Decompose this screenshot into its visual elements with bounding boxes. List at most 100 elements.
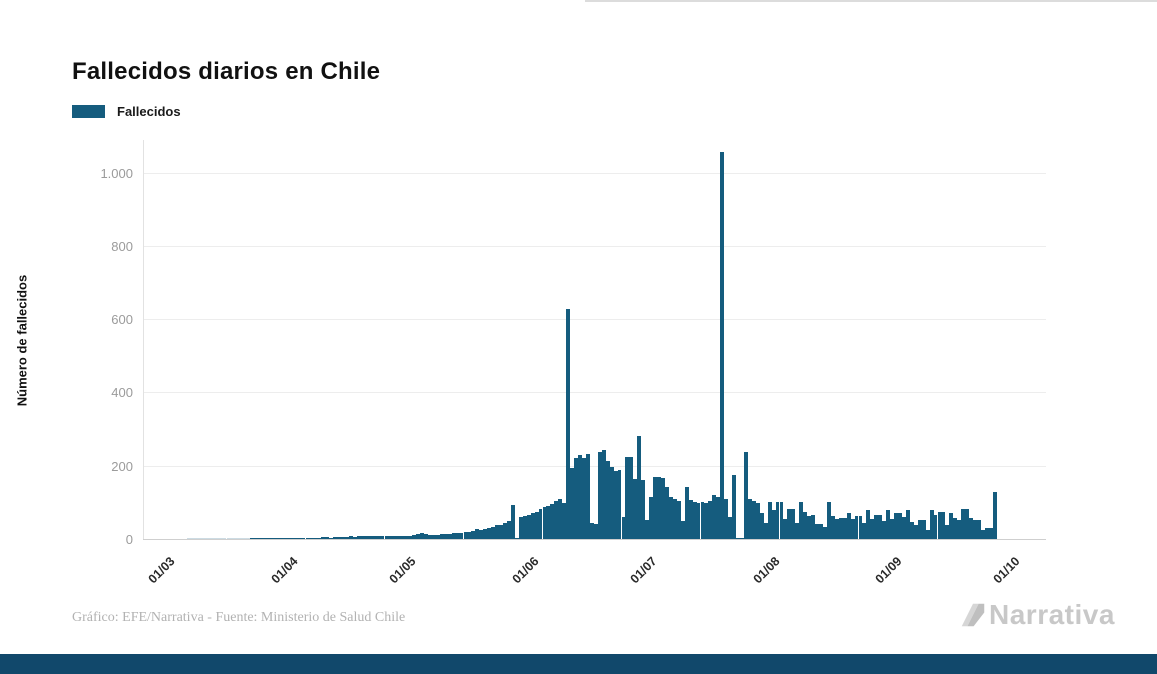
bar[interactable] [822,526,827,539]
bar[interactable] [266,538,270,539]
bar[interactable] [720,151,725,539]
bar[interactable] [680,521,685,539]
bar[interactable] [376,536,381,539]
bar[interactable] [392,536,397,539]
bar[interactable] [941,511,946,539]
bar[interactable] [937,511,942,539]
bar[interactable] [842,517,847,539]
bar[interactable] [657,477,661,539]
bar[interactable] [546,505,551,539]
bar[interactable] [345,536,349,539]
bar[interactable] [684,486,689,539]
bar[interactable] [242,538,247,539]
bar[interactable] [416,533,421,539]
bar[interactable] [479,529,484,539]
bar[interactable] [965,508,970,539]
bar[interactable] [949,513,954,539]
bar[interactable] [570,467,575,539]
bar[interactable] [929,510,934,539]
bar[interactable] [736,538,740,539]
bar[interactable] [898,513,902,539]
bar[interactable] [554,501,559,539]
bar[interactable] [605,460,610,539]
bar[interactable] [641,479,646,539]
bar[interactable] [961,508,966,539]
bar[interactable] [281,538,286,539]
bar[interactable] [988,528,993,539]
bar[interactable] [380,536,385,539]
bar[interactable] [384,536,389,539]
bar[interactable] [277,538,282,539]
bar[interactable] [285,538,290,539]
bar[interactable] [333,537,338,539]
bar[interactable] [728,517,733,539]
bar[interactable] [301,537,306,539]
bar[interactable] [613,471,618,539]
bar[interactable] [408,535,413,539]
bar[interactable] [704,503,709,539]
bar[interactable] [743,452,748,539]
bar[interactable] [404,535,409,539]
bar[interactable] [977,519,981,539]
bar[interactable] [483,528,488,539]
bar[interactable] [775,502,780,539]
bar[interactable] [850,518,855,539]
bar[interactable] [364,536,369,539]
bar[interactable] [202,538,207,539]
bar[interactable] [633,478,638,539]
bar[interactable] [526,514,531,539]
bar[interactable] [262,538,266,539]
bar[interactable] [878,514,883,539]
bar[interactable] [740,538,744,539]
bar[interactable] [309,537,314,539]
bar[interactable] [538,508,543,539]
bar[interactable] [688,499,693,539]
legend-item[interactable]: Fallecidos [72,104,181,119]
bar[interactable] [621,517,626,539]
bar[interactable] [668,496,673,539]
bar[interactable] [945,525,950,539]
bar[interactable] [400,536,405,539]
bar[interactable] [795,522,800,539]
bar[interactable] [190,538,195,539]
bar[interactable] [578,455,582,539]
bar[interactable] [368,536,373,539]
bar[interactable] [254,538,259,539]
bar[interactable] [921,519,926,539]
bar[interactable] [348,536,353,539]
bar[interactable] [329,537,334,539]
bar[interactable] [783,518,788,539]
bar[interactable] [503,522,507,539]
bar[interactable] [510,504,515,539]
bar[interactable] [435,534,440,539]
bar[interactable] [293,538,298,539]
bar[interactable] [645,519,650,539]
bar[interactable] [431,534,436,539]
bar[interactable] [637,436,642,539]
bar[interactable] [696,503,701,539]
bar[interactable] [901,517,906,539]
bar[interactable] [874,514,879,539]
bar[interactable] [803,511,808,539]
bar[interactable] [506,521,511,539]
bar[interactable] [518,517,523,539]
bar[interactable] [886,510,891,539]
bar[interactable] [629,456,634,539]
bar[interactable] [451,533,456,539]
bar[interactable] [582,457,586,539]
bar[interactable] [412,535,417,539]
bar[interactable] [791,508,796,539]
bar[interactable] [830,516,835,539]
bar[interactable] [826,502,831,539]
bar[interactable] [862,522,867,539]
bar[interactable] [499,524,503,539]
bar[interactable] [491,526,496,539]
bar[interactable] [905,509,910,539]
bar[interactable] [692,502,697,539]
bar[interactable] [388,536,393,539]
bar[interactable] [732,474,737,539]
bar[interactable] [471,530,476,539]
bar[interactable] [289,538,294,539]
bar[interactable] [854,516,859,539]
bar[interactable] [984,528,989,539]
